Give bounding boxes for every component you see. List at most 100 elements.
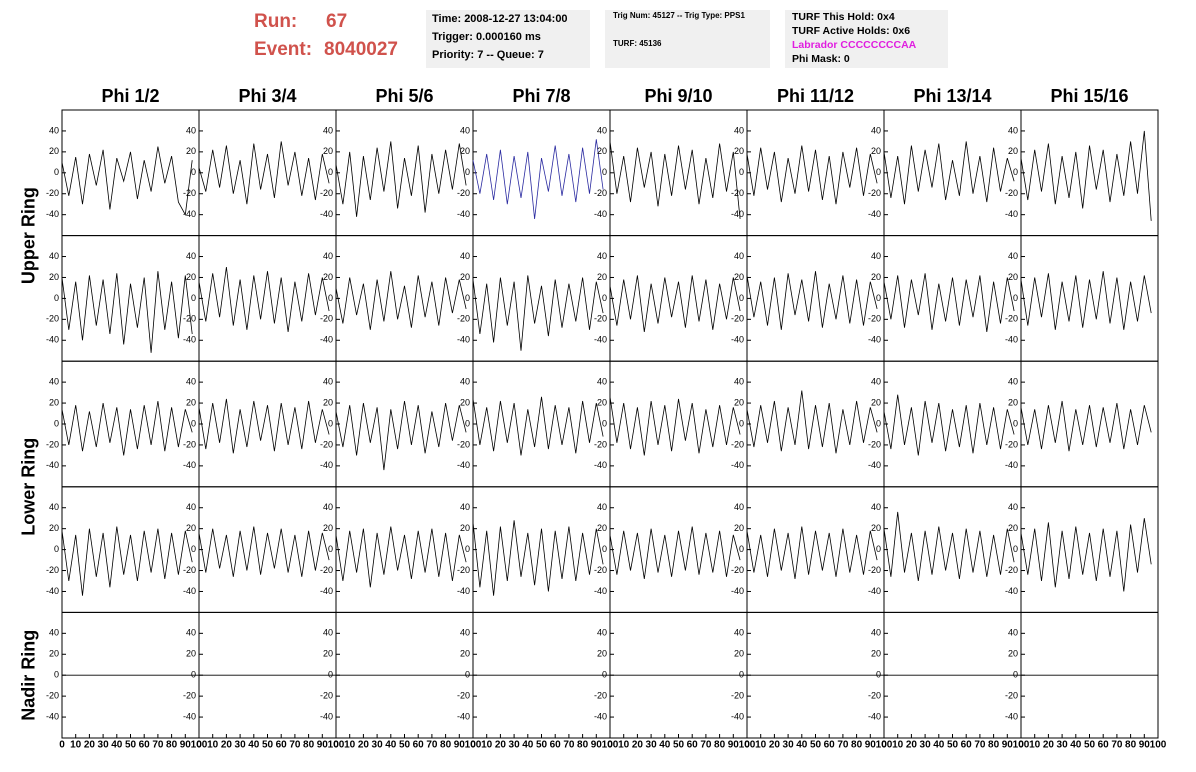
x-tick-label: 70: [837, 740, 849, 751]
column-title: Phi 5/6: [375, 86, 433, 106]
x-tick-label: 40: [1070, 740, 1082, 751]
info-text: TURF: 45136: [613, 39, 662, 48]
y-tick-label: 0: [328, 418, 333, 428]
y-tick-label: 20: [597, 523, 607, 533]
y-tick-label: -40: [594, 209, 607, 219]
y-tick-label: 20: [734, 397, 744, 407]
y-tick-label: -40: [46, 209, 59, 219]
y-tick-label: 0: [465, 418, 470, 428]
x-tick-label: 0: [607, 740, 613, 751]
waveform: [1020, 130, 1152, 221]
x-tick-label: 10: [70, 740, 82, 751]
y-tick-label: -40: [457, 209, 470, 219]
waveform: [61, 400, 193, 456]
run-label: Run:: [254, 11, 297, 32]
x-tick-label: 0: [333, 740, 339, 751]
y-tick-label: 0: [739, 167, 744, 177]
x-tick-label: 50: [1084, 740, 1096, 751]
y-tick-label: 20: [186, 397, 196, 407]
y-tick-label: -20: [731, 188, 744, 198]
y-tick-label: 20: [186, 523, 196, 533]
info-text: TURF This Hold: 0x4: [792, 11, 895, 23]
x-tick-label: 80: [988, 740, 1000, 751]
y-tick-label: -40: [868, 460, 881, 470]
y-tick-label: -40: [457, 586, 470, 596]
y-tick-label: 0: [328, 293, 333, 303]
y-tick-label: 40: [49, 377, 59, 387]
y-tick-label: -20: [594, 188, 607, 198]
waveform: [883, 394, 1015, 456]
panel-frame: [883, 235, 1022, 362]
y-tick-label: -40: [731, 586, 744, 596]
column-title: Phi 7/8: [512, 86, 570, 106]
y-tick-label: -20: [594, 565, 607, 575]
y-tick-label: 0: [602, 544, 607, 554]
y-tick-label: 20: [597, 272, 607, 282]
y-tick-label: -20: [46, 565, 59, 575]
x-tick-label: 30: [509, 740, 521, 751]
x-tick-label: 40: [522, 740, 534, 751]
y-tick-label: 20: [49, 649, 59, 659]
panel-frame: [472, 360, 611, 488]
x-tick-label: 50: [262, 740, 274, 751]
x-tick-label: 10: [755, 740, 767, 751]
y-tick-label: -40: [731, 335, 744, 345]
x-tick-label: 30: [920, 740, 932, 751]
y-tick-label: 20: [597, 649, 607, 659]
y-tick-label: -40: [320, 209, 333, 219]
y-tick-label: 0: [54, 418, 59, 428]
x-tick-label: 70: [426, 740, 438, 751]
x-tick-label: 0: [881, 740, 887, 751]
y-tick-label: -20: [320, 439, 333, 449]
waveform: [335, 400, 467, 471]
x-tick-label: 100: [328, 740, 345, 751]
y-tick-label: 20: [734, 649, 744, 659]
y-tick-label: 20: [460, 272, 470, 282]
panel-frame: [61, 235, 200, 362]
panel-frame: [335, 486, 474, 613]
x-tick-label: 70: [1111, 740, 1123, 751]
y-tick-label: 40: [186, 251, 196, 261]
y-tick-label: -40: [457, 711, 470, 721]
y-tick-label: 0: [739, 418, 744, 428]
x-tick-label: 20: [495, 740, 507, 751]
panel-frame: [472, 109, 611, 237]
y-tick-label: -20: [320, 314, 333, 324]
y-tick-label: 40: [1008, 251, 1018, 261]
y-tick-label: -20: [183, 691, 196, 701]
waveform: [61, 271, 193, 353]
info-text: TURF Active Holds: 0x6: [792, 25, 910, 37]
panel-frame: [609, 486, 748, 613]
info-text: Time: 2008-12-27 13:04:00: [432, 13, 568, 25]
y-tick-label: -40: [457, 460, 470, 470]
y-tick-label: 0: [602, 167, 607, 177]
x-tick-label: 40: [248, 740, 260, 751]
x-tick-label: 20: [358, 740, 370, 751]
y-tick-label: 0: [1013, 544, 1018, 554]
x-tick-label: 90: [1002, 740, 1014, 751]
column-title: Phi 9/10: [644, 86, 712, 106]
y-tick-label: -20: [1005, 691, 1018, 701]
waveform: [746, 526, 878, 579]
x-tick-label: 100: [191, 740, 208, 751]
x-tick-label: 60: [824, 740, 836, 751]
y-tick-label: -40: [594, 460, 607, 470]
x-tick-label: 100: [876, 740, 893, 751]
panel-frame: [1020, 360, 1159, 488]
y-tick-label: 20: [1008, 523, 1018, 533]
y-tick-label: 40: [871, 628, 881, 638]
y-tick-label: -20: [457, 439, 470, 449]
x-tick-label: 90: [454, 740, 466, 751]
panel-frame: [198, 109, 337, 237]
y-tick-label: -40: [731, 460, 744, 470]
x-tick-label: 70: [563, 740, 575, 751]
info-text: Labrador CCCCCCCCAA: [792, 39, 917, 51]
waveform: [472, 275, 604, 351]
info-box: [605, 10, 770, 68]
y-tick-label: 20: [49, 146, 59, 156]
x-tick-label: 90: [1139, 740, 1151, 751]
y-tick-label: -20: [46, 691, 59, 701]
x-tick-label: 20: [632, 740, 644, 751]
y-tick-label: 0: [465, 167, 470, 177]
x-tick-label: 20: [769, 740, 781, 751]
